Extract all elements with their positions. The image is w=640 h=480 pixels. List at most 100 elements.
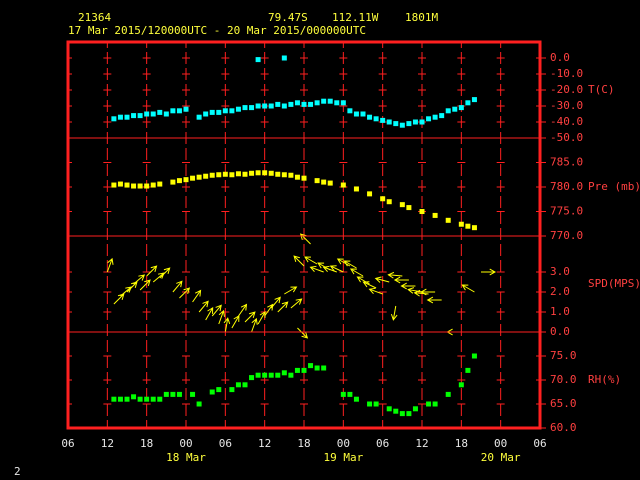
data-point [412, 119, 418, 125]
wind-arrow [290, 298, 303, 309]
x-tick-label: 12 [101, 437, 114, 450]
data-point [190, 175, 196, 181]
page-number: 2 [14, 465, 21, 478]
data-point [471, 225, 477, 231]
y-tick-label: 770.0 [550, 229, 583, 242]
data-point [209, 389, 215, 395]
data-point [249, 105, 255, 111]
data-point [262, 372, 268, 378]
wind-arrow [387, 271, 403, 279]
data-point [131, 113, 137, 119]
data-point [196, 114, 202, 120]
data-point [209, 109, 215, 115]
axis-label: RH(%) [588, 373, 621, 386]
wind-arrow [390, 305, 398, 321]
data-point [137, 396, 143, 402]
data-point [157, 396, 163, 402]
data-point [242, 105, 248, 111]
data-point [170, 179, 176, 185]
wind-arrow [309, 265, 324, 273]
data-point [445, 391, 451, 397]
data-point [281, 172, 287, 178]
data-point [347, 391, 353, 397]
data-point [294, 367, 300, 373]
data-point [262, 103, 268, 109]
data-point [275, 372, 281, 378]
data-point [222, 108, 228, 114]
wind-arrow [461, 284, 475, 293]
data-point [465, 223, 471, 229]
data-point [406, 205, 412, 211]
x-tick-label: 06 [533, 437, 546, 450]
wind-arrow [304, 256, 318, 265]
wind-arrow [270, 296, 281, 309]
data-point [399, 411, 405, 417]
data-point [301, 101, 307, 107]
longitude: 112.11W [332, 11, 379, 24]
station-id: 21364 [78, 11, 111, 24]
marks [106, 55, 497, 417]
wind-arrow [413, 289, 429, 297]
data-point [471, 97, 477, 103]
data-point [301, 367, 307, 373]
data-point [367, 114, 373, 120]
data-point [262, 170, 268, 176]
data-point [209, 172, 215, 178]
wind-arrow [426, 296, 442, 304]
wind-arrow [159, 267, 171, 279]
y-tick-label: -30.0 [550, 99, 583, 112]
data-point [432, 401, 438, 407]
wind-arrow [356, 276, 370, 285]
x-tick-label: 06 [376, 437, 389, 450]
data-point [327, 180, 333, 186]
y-tick-label: 70.0 [550, 373, 577, 386]
data-point [426, 401, 432, 407]
frame [66, 40, 542, 430]
data-point [124, 114, 130, 120]
data-point [426, 116, 432, 122]
data-point [432, 114, 438, 120]
data-point [321, 98, 327, 104]
data-point [373, 401, 379, 407]
wind-arrow [244, 311, 256, 323]
data-point [386, 406, 392, 412]
axis-label: SPD(MPS) [588, 277, 640, 290]
data-point [170, 108, 176, 114]
x-tick-label: 18 [455, 437, 468, 450]
y-tick-label: 75.0 [550, 349, 577, 362]
y-tick-label: 780.0 [550, 180, 583, 193]
wind-arrow [336, 258, 351, 267]
data-point [170, 391, 176, 397]
data-point [196, 401, 202, 407]
data-point [353, 186, 359, 192]
data-point [314, 365, 320, 371]
data-point [360, 111, 366, 117]
axis-label: Pre (mb) [588, 180, 640, 193]
data-point [308, 101, 314, 107]
y-tick-label: 1.0 [550, 305, 570, 318]
data-point [288, 172, 294, 178]
data-point [419, 119, 425, 125]
wind-arrow [218, 309, 225, 325]
x-tick-label: 00 [179, 437, 192, 450]
data-point [268, 372, 274, 378]
data-point [157, 109, 163, 115]
data-point [288, 372, 294, 378]
data-point [393, 408, 399, 414]
wind-arrow [400, 282, 416, 290]
data-point [314, 100, 320, 106]
data-point [465, 367, 471, 373]
data-point [255, 372, 261, 378]
data-point [393, 121, 399, 127]
data-point [340, 100, 346, 106]
data-point [157, 181, 163, 187]
date-label: 20 Mar [481, 451, 521, 464]
data-point [111, 182, 117, 188]
data-point [294, 100, 300, 106]
data-point [150, 111, 156, 117]
data-point [111, 396, 117, 402]
data-point [367, 401, 373, 407]
data-point [288, 101, 294, 107]
data-point [419, 209, 425, 214]
